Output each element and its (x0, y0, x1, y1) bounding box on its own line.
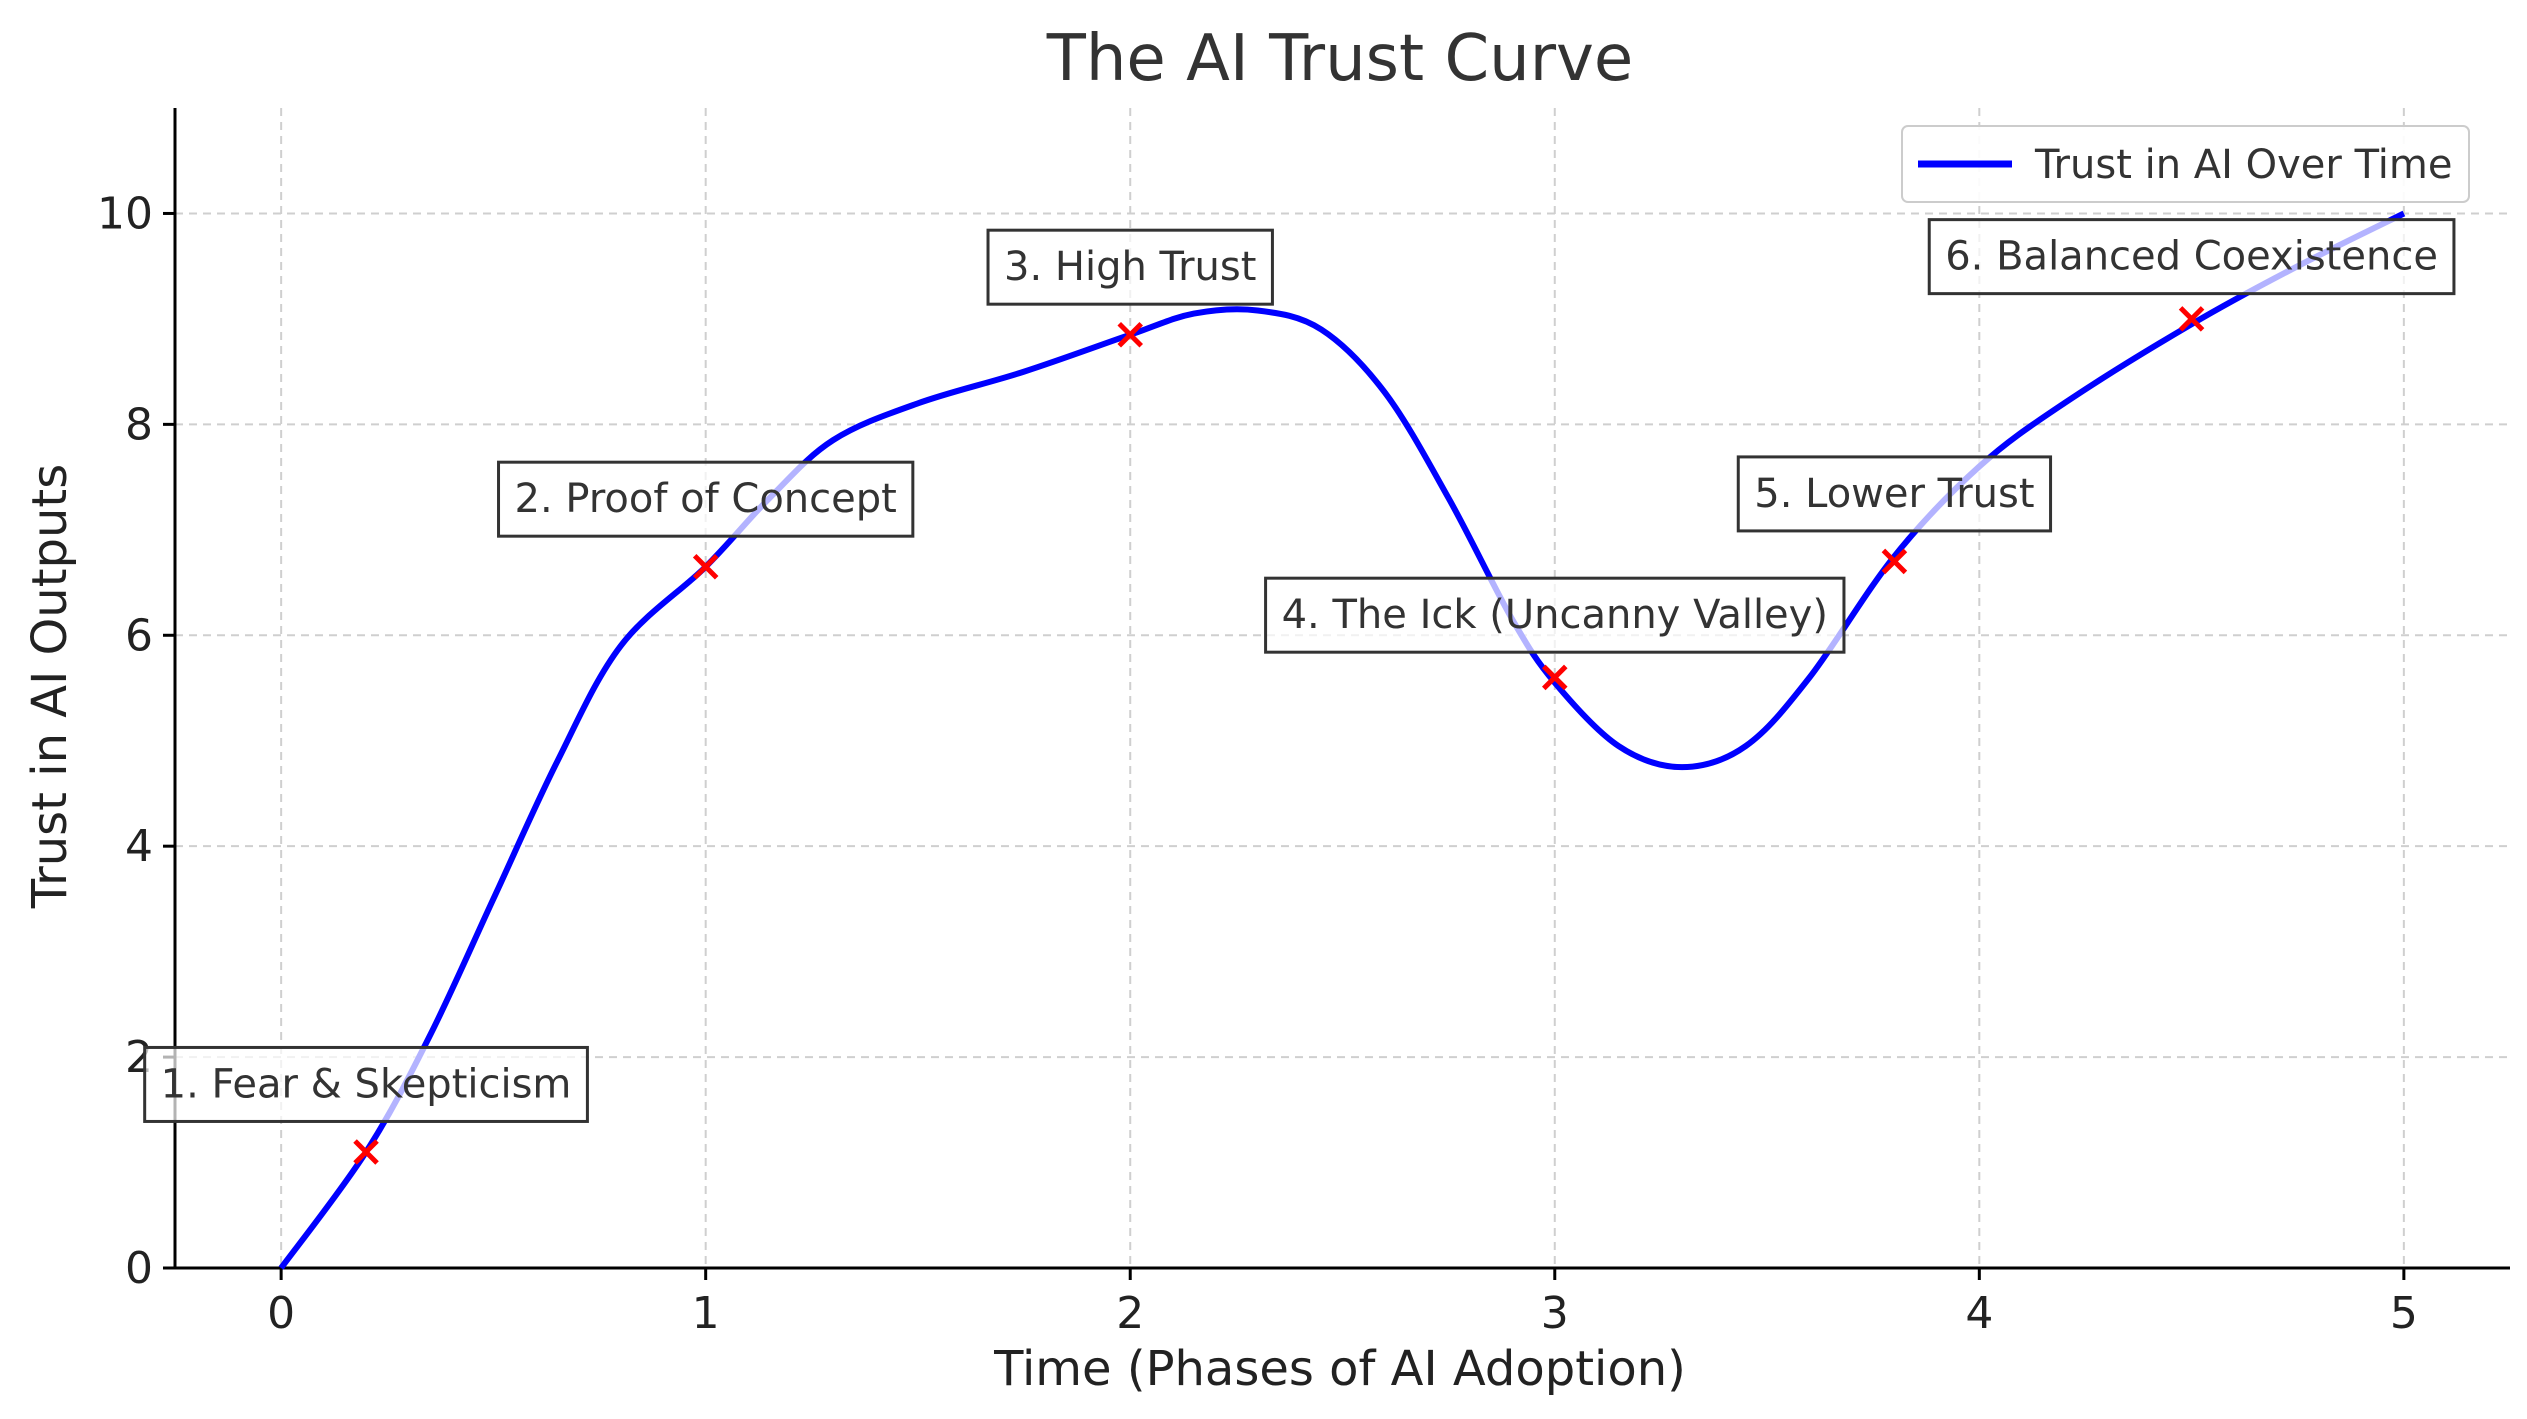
annotation-label: 3. High Trust (1004, 244, 1256, 290)
annotation-label: 2. Proof of Concept (515, 476, 897, 522)
chart-title: The AI Trust Curve (1046, 22, 1634, 96)
annotation-label: 1. Fear & Skepticism (161, 1061, 572, 1107)
annotation-label: 4. The Ick (Uncanny Valley) (1282, 592, 1828, 638)
x-axis-label: Time (Phases of AI Adoption) (993, 1341, 1686, 1397)
legend-box (1901, 125, 2470, 203)
annotation-box (497, 460, 915, 538)
annotation-box (1264, 576, 1846, 654)
annotation: 1. Fear & Skepticism (143, 1045, 589, 1123)
y-tick-label: 10 (97, 188, 153, 239)
trust-series-line (278, 210, 2406, 1270)
annotation: 6. Balanced Coexistence (1927, 218, 2456, 296)
annotation-label: 6. Balanced Coexistence (1945, 234, 2438, 280)
annotation-marker (2178, 306, 2205, 332)
annotation-box (143, 1045, 589, 1123)
y-tick-label: 4 (125, 821, 153, 872)
annotation-label: 5. Lower Trust (1754, 471, 2034, 517)
x-tick-label: 1 (692, 1288, 720, 1339)
annotation-box (1736, 455, 2053, 533)
x-ticks: 0 1 2 3 4 5 (267, 1268, 2418, 1339)
annotation-marker (1542, 664, 1568, 691)
x-tick-label: 4 (1965, 1288, 1993, 1339)
y-tick-label: 8 (125, 399, 153, 450)
x-tick-label: 3 (1541, 1288, 1569, 1339)
x-tick-label: 5 (2390, 1288, 2418, 1339)
annotation: 4. The Ick (Uncanny Valley) (1264, 576, 1846, 654)
annotation-box (1927, 218, 2456, 296)
series-layer (278, 210, 2406, 1270)
annotation-marker (1117, 321, 1143, 348)
x-tick-label: 0 (267, 1288, 295, 1339)
y-tick-label: 0 (125, 1243, 153, 1294)
annotation: 3. High Trust (986, 228, 1274, 306)
x-tick-label: 2 (1116, 1288, 1144, 1339)
annotation: 2. Proof of Concept (497, 460, 915, 538)
annotation: 5. Lower Trust (1736, 455, 2053, 533)
legend-label: Trust in AI Over Time (2034, 142, 2452, 188)
annotations: 1. Fear & Skepticism 2. Proof of Concept 3… (143, 218, 2456, 1123)
markers (353, 306, 2205, 1165)
y-axis-label: Trust in AI Outputs (22, 464, 78, 910)
annotation-marker (353, 1139, 379, 1165)
annotation-box (986, 228, 1274, 306)
annotation-marker (692, 553, 719, 580)
legend: Trust in AI Over Time (1901, 125, 2470, 203)
y-tick-label: 6 (125, 610, 153, 661)
annotation-marker (1881, 548, 1908, 575)
